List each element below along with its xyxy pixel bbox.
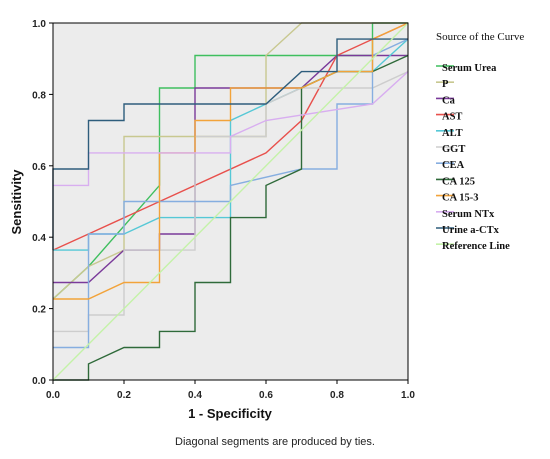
x-axis-ticks: 0.0 0.2 0.4 0.6 0.8 1.0 (46, 380, 415, 401)
legend-title: Source of the Curve (436, 31, 524, 43)
legend-label: Serum NTx (442, 209, 495, 220)
x-tick-label: 1.0 (401, 390, 415, 401)
legend-label: CEA (442, 160, 465, 171)
y-axis-ticks: 0.0 0.2 0.4 0.6 0.8 1.0 (32, 19, 53, 387)
y-tick-label: 1.0 (32, 19, 46, 30)
legend-label: CA 125 (442, 176, 475, 187)
y-tick-label: 0.8 (32, 90, 46, 101)
series-line-ca-15-3 (53, 22, 409, 300)
legend-label: ALT (442, 128, 463, 139)
x-axis-label: 1 - Specificity (188, 406, 273, 421)
legend-label: GGT (442, 144, 465, 155)
series-line-urine-a-ctx (52, 38, 408, 251)
x-tick-label: 0.0 (46, 390, 60, 401)
x-tick-label: 0.6 (259, 390, 273, 401)
plot-frame (52, 22, 409, 381)
y-tick-label: 0.2 (32, 305, 46, 316)
y-axis-label: Sensitivity (9, 169, 24, 235)
legend-label: CA 15-3 (442, 193, 478, 204)
legend-label: Reference Line (442, 241, 510, 252)
series-line-reference-line (52, 22, 409, 381)
y-tick-label: 0.4 (32, 233, 46, 244)
x-tick-label: 0.2 (117, 390, 131, 401)
legend-label: P (442, 79, 449, 90)
x-tick-label: 0.8 (330, 390, 344, 401)
series-layer (52, 22, 409, 381)
legend: Serum Urea P Ca AST ALT GGT CEA CA 125 CA 15-3 Se… (436, 63, 510, 252)
legend-label: AST (442, 112, 462, 123)
legend-label: Ca (442, 95, 456, 106)
x-tick-label: 0.4 (188, 390, 202, 401)
legend-label: Urine a-CTx (442, 225, 500, 236)
series-line-ast (52, 22, 409, 251)
series-line-serum-ntx (53, 71, 409, 187)
footnote: Diagonal segments are produced by ties. (175, 436, 375, 448)
y-tick-label: 0.6 (32, 162, 46, 173)
series-line-cea (53, 38, 409, 349)
y-tick-label: 0.0 (32, 376, 46, 387)
legend-label: Serum Urea (442, 63, 497, 74)
